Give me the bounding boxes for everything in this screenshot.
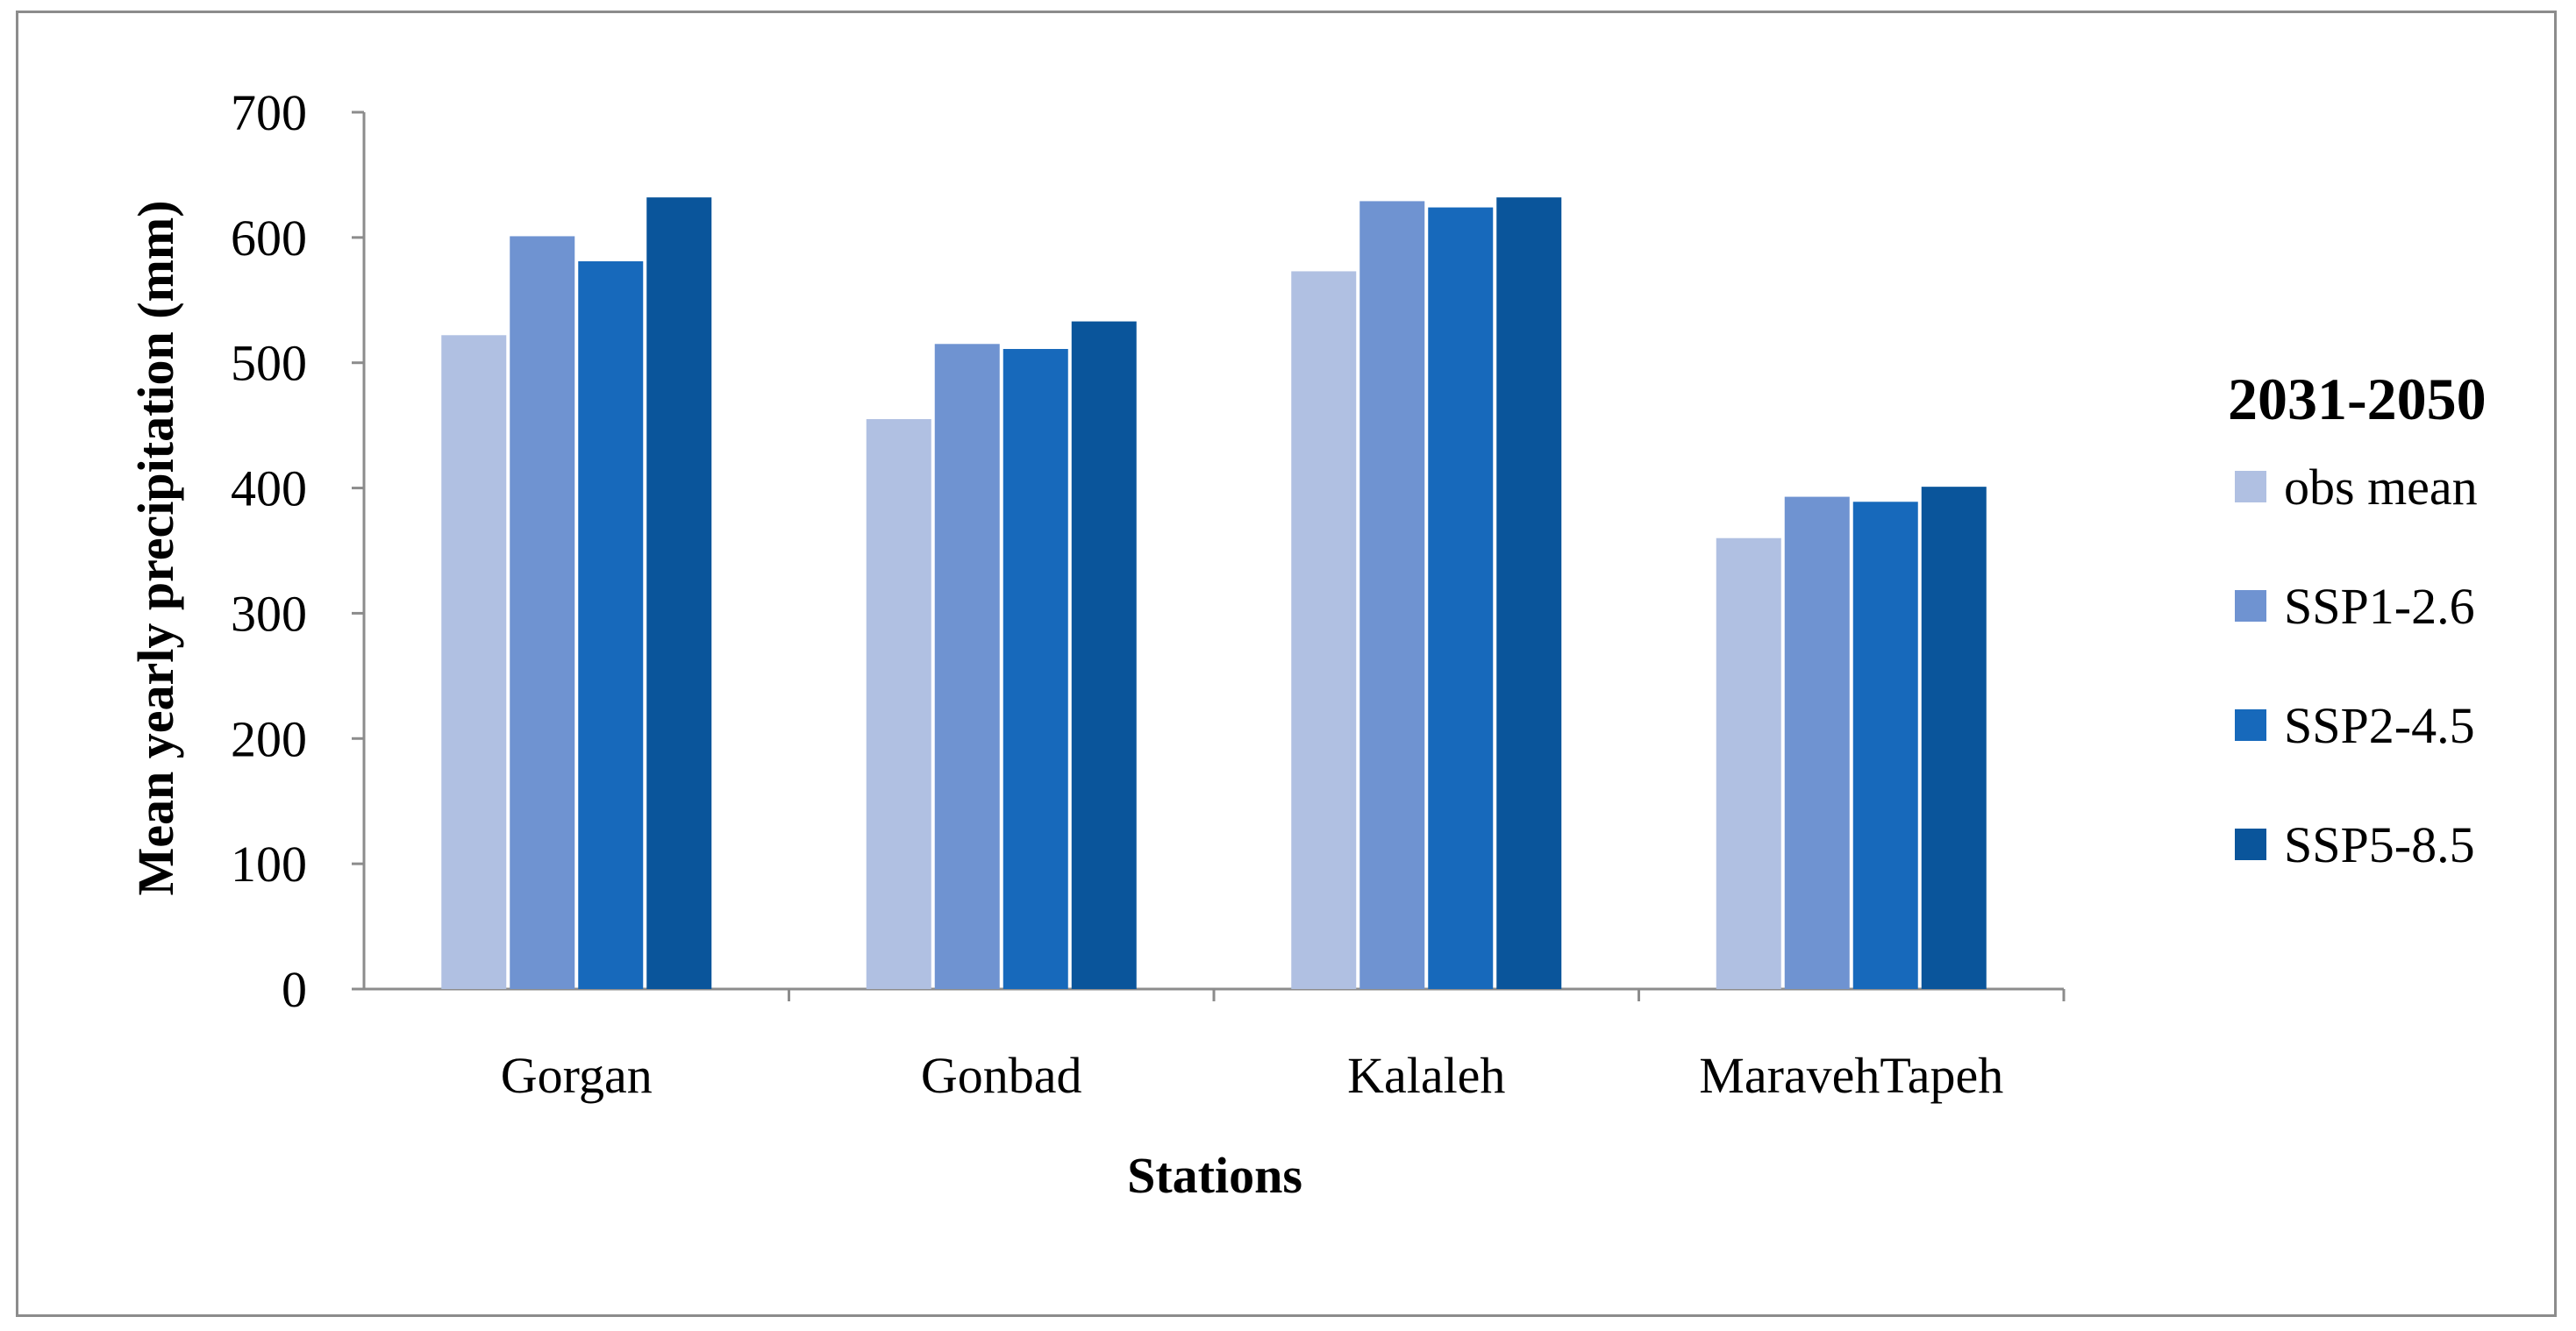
y-tick-label: 400 [231,460,307,517]
bar-kalaleh-ssp5-8-5 [1496,197,1562,990]
legend-swatch [2235,709,2266,741]
bar-gorgan-ssp1-2-6 [510,236,575,989]
legend-label: SSP2-4.5 [2284,697,2475,754]
bar-gonbad-ssp5-8-5 [1071,321,1137,990]
bar-gonbad-obs-mean [866,419,931,989]
x-tick-label: Gonbad [921,1047,1082,1104]
x-tick-label: MaravehTapeh [1699,1047,2003,1104]
bar-gorgan-ssp5-8-5 [646,197,712,990]
bar-gorgan-ssp2-4-5 [578,261,644,989]
legend-label: SSP5-8.5 [2284,816,2475,873]
bar-maravehtapeh-obs-mean [1716,537,1781,989]
legend-label: SSP1-2.6 [2284,578,2475,635]
bar-gorgan-obs-mean [441,335,507,989]
bar-kalaleh-obs-mean [1291,271,1357,989]
legend: obs mean SSP1-2.6 SSP2-4.5 SSP5-8.5 [2235,459,2478,873]
bar-maravehtapeh-ssp2-4-5 [1852,502,1918,989]
y-tick-label: 100 [231,836,307,893]
y-axis-title: Mean yearly precipitation (mm) [127,200,184,895]
x-tick-label: Kalaleh [1347,1047,1505,1104]
y-tick-label: 200 [231,710,307,767]
legend-label: obs mean [2284,459,2478,516]
bar-maravehtapeh-ssp1-2-6 [1784,496,1850,989]
legend-title: 2031-2050 [2228,366,2487,432]
bar-kalaleh-ssp2-4-5 [1428,207,1494,990]
y-tick-label: 300 [231,585,307,642]
bar-maravehtapeh-ssp5-8-5 [1921,487,1987,989]
y-tick-label: 0 [282,961,307,1018]
legend-swatch [2235,471,2266,502]
bar-gonbad-ssp2-4-5 [1003,349,1068,989]
x-tick-label: Gorgan [501,1047,653,1104]
chart-frame [16,11,2557,1317]
tick-labels: 0 100 200 300 400 500 600 700 Gorgan Gonbad Kalale… [231,84,2003,1104]
y-tick-label: 600 [231,210,307,267]
y-tick-label: 500 [231,335,307,392]
x-axis-title: Stations [1127,1147,1302,1204]
legend-swatch [2235,829,2266,860]
y-tick-label: 700 [231,84,307,141]
bar-kalaleh-ssp1-2-6 [1359,201,1425,989]
legend-swatch [2235,590,2266,622]
bars [441,197,1987,990]
bar-gonbad-ssp1-2-6 [934,344,1000,989]
